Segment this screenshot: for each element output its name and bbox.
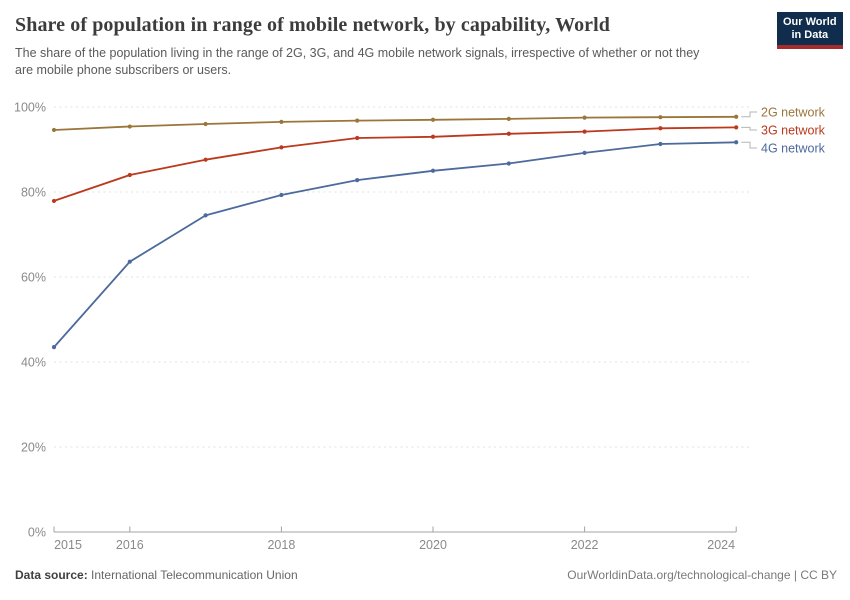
data-source-label: Data source:	[15, 568, 88, 582]
data-point-4g-network-2019[interactable]	[355, 178, 360, 183]
data-point-4g-network-2016[interactable]	[127, 259, 132, 264]
data-point-4g-network-2017[interactable]	[203, 213, 208, 218]
data-point-3g-network-2015[interactable]	[51, 198, 57, 204]
legend-label-4g-network[interactable]: 4G network	[761, 141, 826, 155]
data-point-3g-network-2022[interactable]	[582, 129, 587, 134]
x-axis-label-2015: 2015	[54, 538, 82, 552]
data-source-value: International Telecommunication Union	[91, 568, 298, 582]
data-point-4g-network-2018[interactable]	[279, 192, 284, 198]
series-line-2g-network[interactable]	[53, 115, 738, 131]
data-point-3g-network-2020[interactable]	[430, 134, 436, 139]
data-point-2g-network-2016[interactable]	[127, 124, 132, 129]
x-axis-label-2022: 2022	[571, 538, 599, 552]
data-point-4g-network-2021[interactable]	[506, 161, 511, 166]
data-point-4g-network-2020[interactable]	[430, 168, 436, 173]
data-point-2g-network-2024[interactable]	[734, 114, 739, 119]
legend-connector-3g-network	[741, 126, 757, 131]
data-point-4g-network-2024[interactable]	[734, 140, 739, 145]
data-point-2g-network-2022[interactable]	[582, 115, 587, 120]
series-line-3g-network[interactable]	[53, 126, 738, 202]
footer-link[interactable]: OurWorldinData.org/technological-change …	[567, 568, 837, 582]
y-axis-label-40: 40%	[21, 355, 46, 369]
data-point-4g-network-2015[interactable]	[51, 345, 57, 350]
data-point-4g-network-2023[interactable]	[658, 141, 663, 147]
data-point-2g-network-2023[interactable]	[658, 115, 663, 120]
data-point-2g-network-2018[interactable]	[279, 119, 284, 124]
data-point-2g-network-2019[interactable]	[355, 118, 360, 123]
series-line-4g-network[interactable]	[53, 141, 738, 349]
data-point-2g-network-2020[interactable]	[430, 117, 436, 122]
owid-logo-line2: in Data	[791, 29, 829, 41]
y-axis-label-80: 80%	[21, 185, 46, 199]
legend-connector-4g-network	[741, 141, 757, 149]
data-point-2g-network-2021[interactable]	[506, 116, 511, 121]
data-point-3g-network-2016[interactable]	[127, 172, 132, 178]
data-point-4g-network-2022[interactable]	[582, 150, 587, 155]
y-axis-label-60: 60%	[21, 270, 46, 284]
data-point-3g-network-2018[interactable]	[279, 145, 284, 150]
chart-footer: Data source: International Telecommunica…	[15, 568, 837, 582]
chart-title: Share of population in range of mobile n…	[15, 14, 611, 36]
y-axis-label-100: 100%	[14, 100, 46, 114]
chart-subtitle: The share of the population living in th…	[15, 46, 700, 77]
data-point-2g-network-2015[interactable]	[51, 127, 57, 133]
owid-logo-line1: Our World	[783, 16, 837, 28]
x-axis-label-2016: 2016	[116, 538, 144, 552]
data-point-3g-network-2023[interactable]	[658, 126, 663, 131]
data-source: Data source: International Telecommunica…	[15, 568, 298, 582]
owid-logo[interactable]: Our World in Data	[777, 12, 843, 49]
data-point-3g-network-2019[interactable]	[355, 135, 360, 141]
data-point-3g-network-2021[interactable]	[506, 131, 511, 136]
y-axis-label-0: 0%	[28, 525, 46, 539]
data-point-2g-network-2017[interactable]	[203, 121, 208, 127]
legend-connector-2g-network	[741, 111, 757, 118]
data-point-3g-network-2024[interactable]	[734, 125, 739, 130]
legend-label-3g-network[interactable]: 3G network	[761, 123, 826, 137]
x-axis-label-2018: 2018	[267, 538, 295, 552]
y-axis-label-20: 20%	[21, 440, 46, 454]
data-point-3g-network-2017[interactable]	[203, 157, 208, 162]
legend-label-2g-network[interactable]: 2G network	[761, 105, 826, 119]
x-axis-label-2024: 2024	[707, 538, 735, 552]
x-axis-label-2020: 2020	[419, 538, 447, 552]
